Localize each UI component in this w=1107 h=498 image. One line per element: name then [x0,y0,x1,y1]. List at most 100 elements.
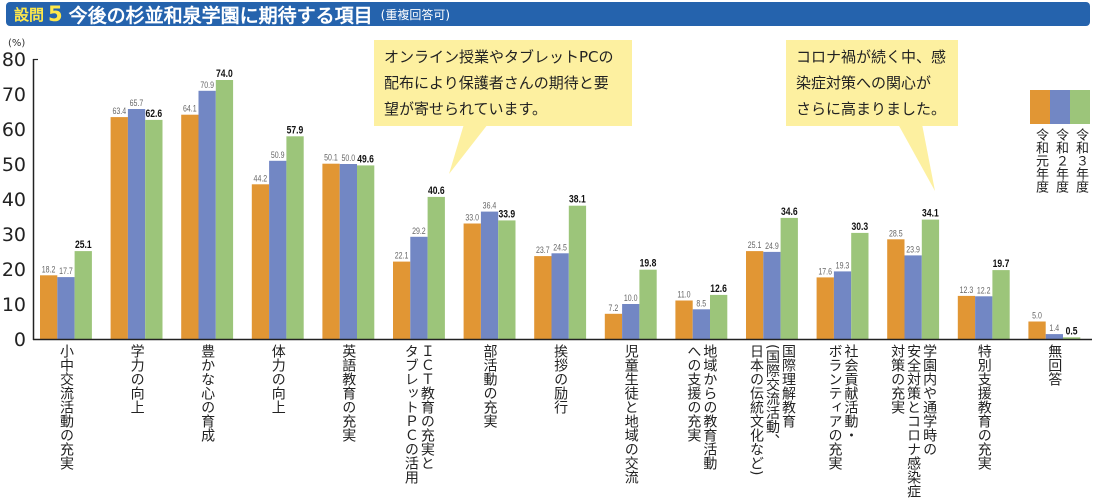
y-tick-label: 20 [2,259,26,281]
x-tick-label: ＩＣＴ教育の充実と タブレットＰＣの活用 [402,344,435,484]
x-tick-label: 学園内や通学時の 安全対策とコロナ感染症 対策の充実 [889,344,938,498]
callout-tails [449,124,935,191]
legend-swatch-reiwa3 [1070,90,1090,124]
bar-value-label: 24.5 [553,242,567,252]
bar [427,196,445,339]
callout-covid-measures: コロナ禍が続く中、感 染症対策への関心が さらに高まりました。 [786,40,958,126]
bar-value-label: 30.3 [851,221,868,233]
bar [780,217,798,339]
x-tick-label: 社会貢献活動・ ボランティアの充実 [826,344,859,470]
bar-value-label: 25.1 [748,240,762,250]
bar [480,211,499,339]
bar [1028,321,1046,339]
chart-title: 今後の杉並和泉学園に期待する項目 [68,4,373,27]
x-tick-label: 挨拶の励行 [552,344,569,414]
chart-subtitle: (重複回答可) [380,7,451,22]
bar-value-label: 12.6 [710,283,727,295]
bar [763,251,781,339]
bar-value-label: 44.2 [254,173,268,183]
bar-value-label: 22.1 [395,251,409,261]
bar [568,205,587,339]
y-axis: (%) 0 10 20 30 40 50 60 70 80 [2,38,26,351]
bar [992,270,1010,339]
y-tick-label: 60 [2,119,26,141]
bar-value-label: 23.9 [906,245,920,255]
bar-value-label: 19.3 [836,261,850,271]
bar [675,300,693,339]
bar-value-label: 11.0 [677,290,691,300]
bar-value-label: 64.1 [183,104,197,114]
bar [975,296,993,339]
bar [57,277,75,339]
bar-value-label: 65.7 [130,98,144,108]
bar [110,117,128,339]
bar-value-label: 63.4 [112,106,126,116]
bar-value-label: 70.9 [200,80,214,90]
y-tick-label: 40 [2,189,26,211]
bar [339,164,357,339]
bar-value-label: 7.2 [609,303,619,313]
bar-value-label: 19.8 [640,258,657,270]
bar-value-label: 1.4 [1049,323,1059,333]
x-tick-label: 児童生徒と地域の交流 [622,344,639,484]
x-tick-label: 国際理解教育 (国際交流活動、 日本の伝統文化など) [748,344,796,476]
bar-value-label: 74.0 [216,68,233,80]
bar-value-label: 17.7 [59,266,73,276]
bar-value-label: 38.1 [569,194,586,206]
bar-value-label: 57.9 [287,124,304,136]
y-tick-label: 80 [2,49,26,71]
bar [498,220,516,339]
bar [692,309,710,340]
legend-swatch-reiwa2 [1050,90,1070,124]
bar [40,275,58,339]
bar [269,160,287,339]
bar [534,256,552,339]
bar-value-label: 33.0 [465,213,479,223]
x-tick-label: 地域からの教育活動 への支援の充実 [685,344,718,470]
y-axis-unit-label: (%) [8,38,25,49]
y-tick-label: 50 [2,154,26,176]
bar [181,114,199,339]
bar [251,184,270,339]
x-tick-label: 無回答 [1046,344,1063,386]
bar-value-label: 8.5 [696,298,706,308]
legend: 令和元年度 令和２年度 令和３年度 [1030,90,1090,193]
bar-value-label: 12.2 [977,285,991,295]
legend-swatch-reiwa1 [1030,90,1050,124]
bar-value-label: 50.9 [271,150,285,160]
bar [639,269,657,339]
bar-value-label: 36.4 [483,201,497,211]
legend-label-reiwa2: 令和２年度 [1053,128,1068,193]
bar [127,109,146,339]
bar [357,165,375,339]
bar-value-label: 34.6 [781,206,798,218]
y-tick-label: 70 [2,84,26,106]
bar-value-label: 17.6 [818,267,832,277]
x-tick-label: 特別支援教育の充実 [975,344,992,470]
bar [710,294,728,339]
x-tick-label: 豊かな心の育成 [199,344,216,442]
bar [957,295,976,339]
bar [921,219,940,339]
y-tick-label: 0 [14,329,26,351]
bar-value-label: 28.5 [889,228,903,238]
bar [393,261,411,339]
bar [833,271,852,339]
bar [198,90,216,339]
bar [851,232,869,339]
callout-pointer [898,124,935,191]
bar-value-label: 49.6 [357,153,374,165]
x-tick-label: 体力の向上 [269,344,286,414]
bar-value-label: 0.5 [1066,325,1078,337]
bar-value-labels: 18.2 17.7 25.1 63.4 65.762.6 64.1 70.974.0 44.2… [42,68,1078,338]
bar-value-label: 62.6 [145,108,162,120]
legend-label-reiwa1: 令和元年度 [1033,128,1048,193]
bar [463,223,481,339]
bar [74,251,92,339]
callout-pointer [449,124,488,174]
bar-value-label: 23.7 [536,245,550,255]
bars [40,80,1081,340]
bar [887,239,905,340]
bar [622,304,640,339]
title-banner: 設問 5 今後の杉並和泉学園に期待する項目 (重複回答可) [6,2,1090,27]
